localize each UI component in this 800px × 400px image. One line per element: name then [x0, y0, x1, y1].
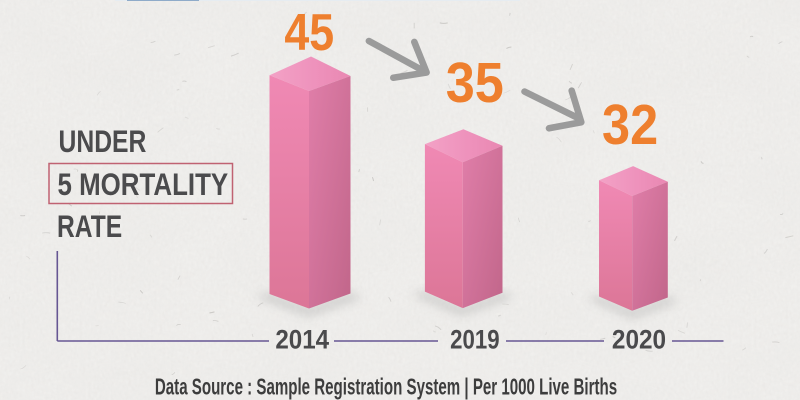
svg-text:2019: 2019: [450, 325, 499, 354]
svg-text:35: 35: [446, 50, 504, 115]
svg-text:2020: 2020: [612, 325, 666, 354]
svg-text:32: 32: [602, 93, 658, 157]
svg-text:Data Source : Sample Registrat: Data Source : Sample Registration System…: [155, 374, 617, 400]
svg-text:2014: 2014: [275, 325, 329, 355]
svg-text:UNDER: UNDER: [59, 123, 147, 159]
svg-text:RATE: RATE: [57, 208, 122, 244]
svg-text:45: 45: [284, 4, 334, 62]
svg-text:5 MORTALITY: 5 MORTALITY: [58, 168, 229, 203]
